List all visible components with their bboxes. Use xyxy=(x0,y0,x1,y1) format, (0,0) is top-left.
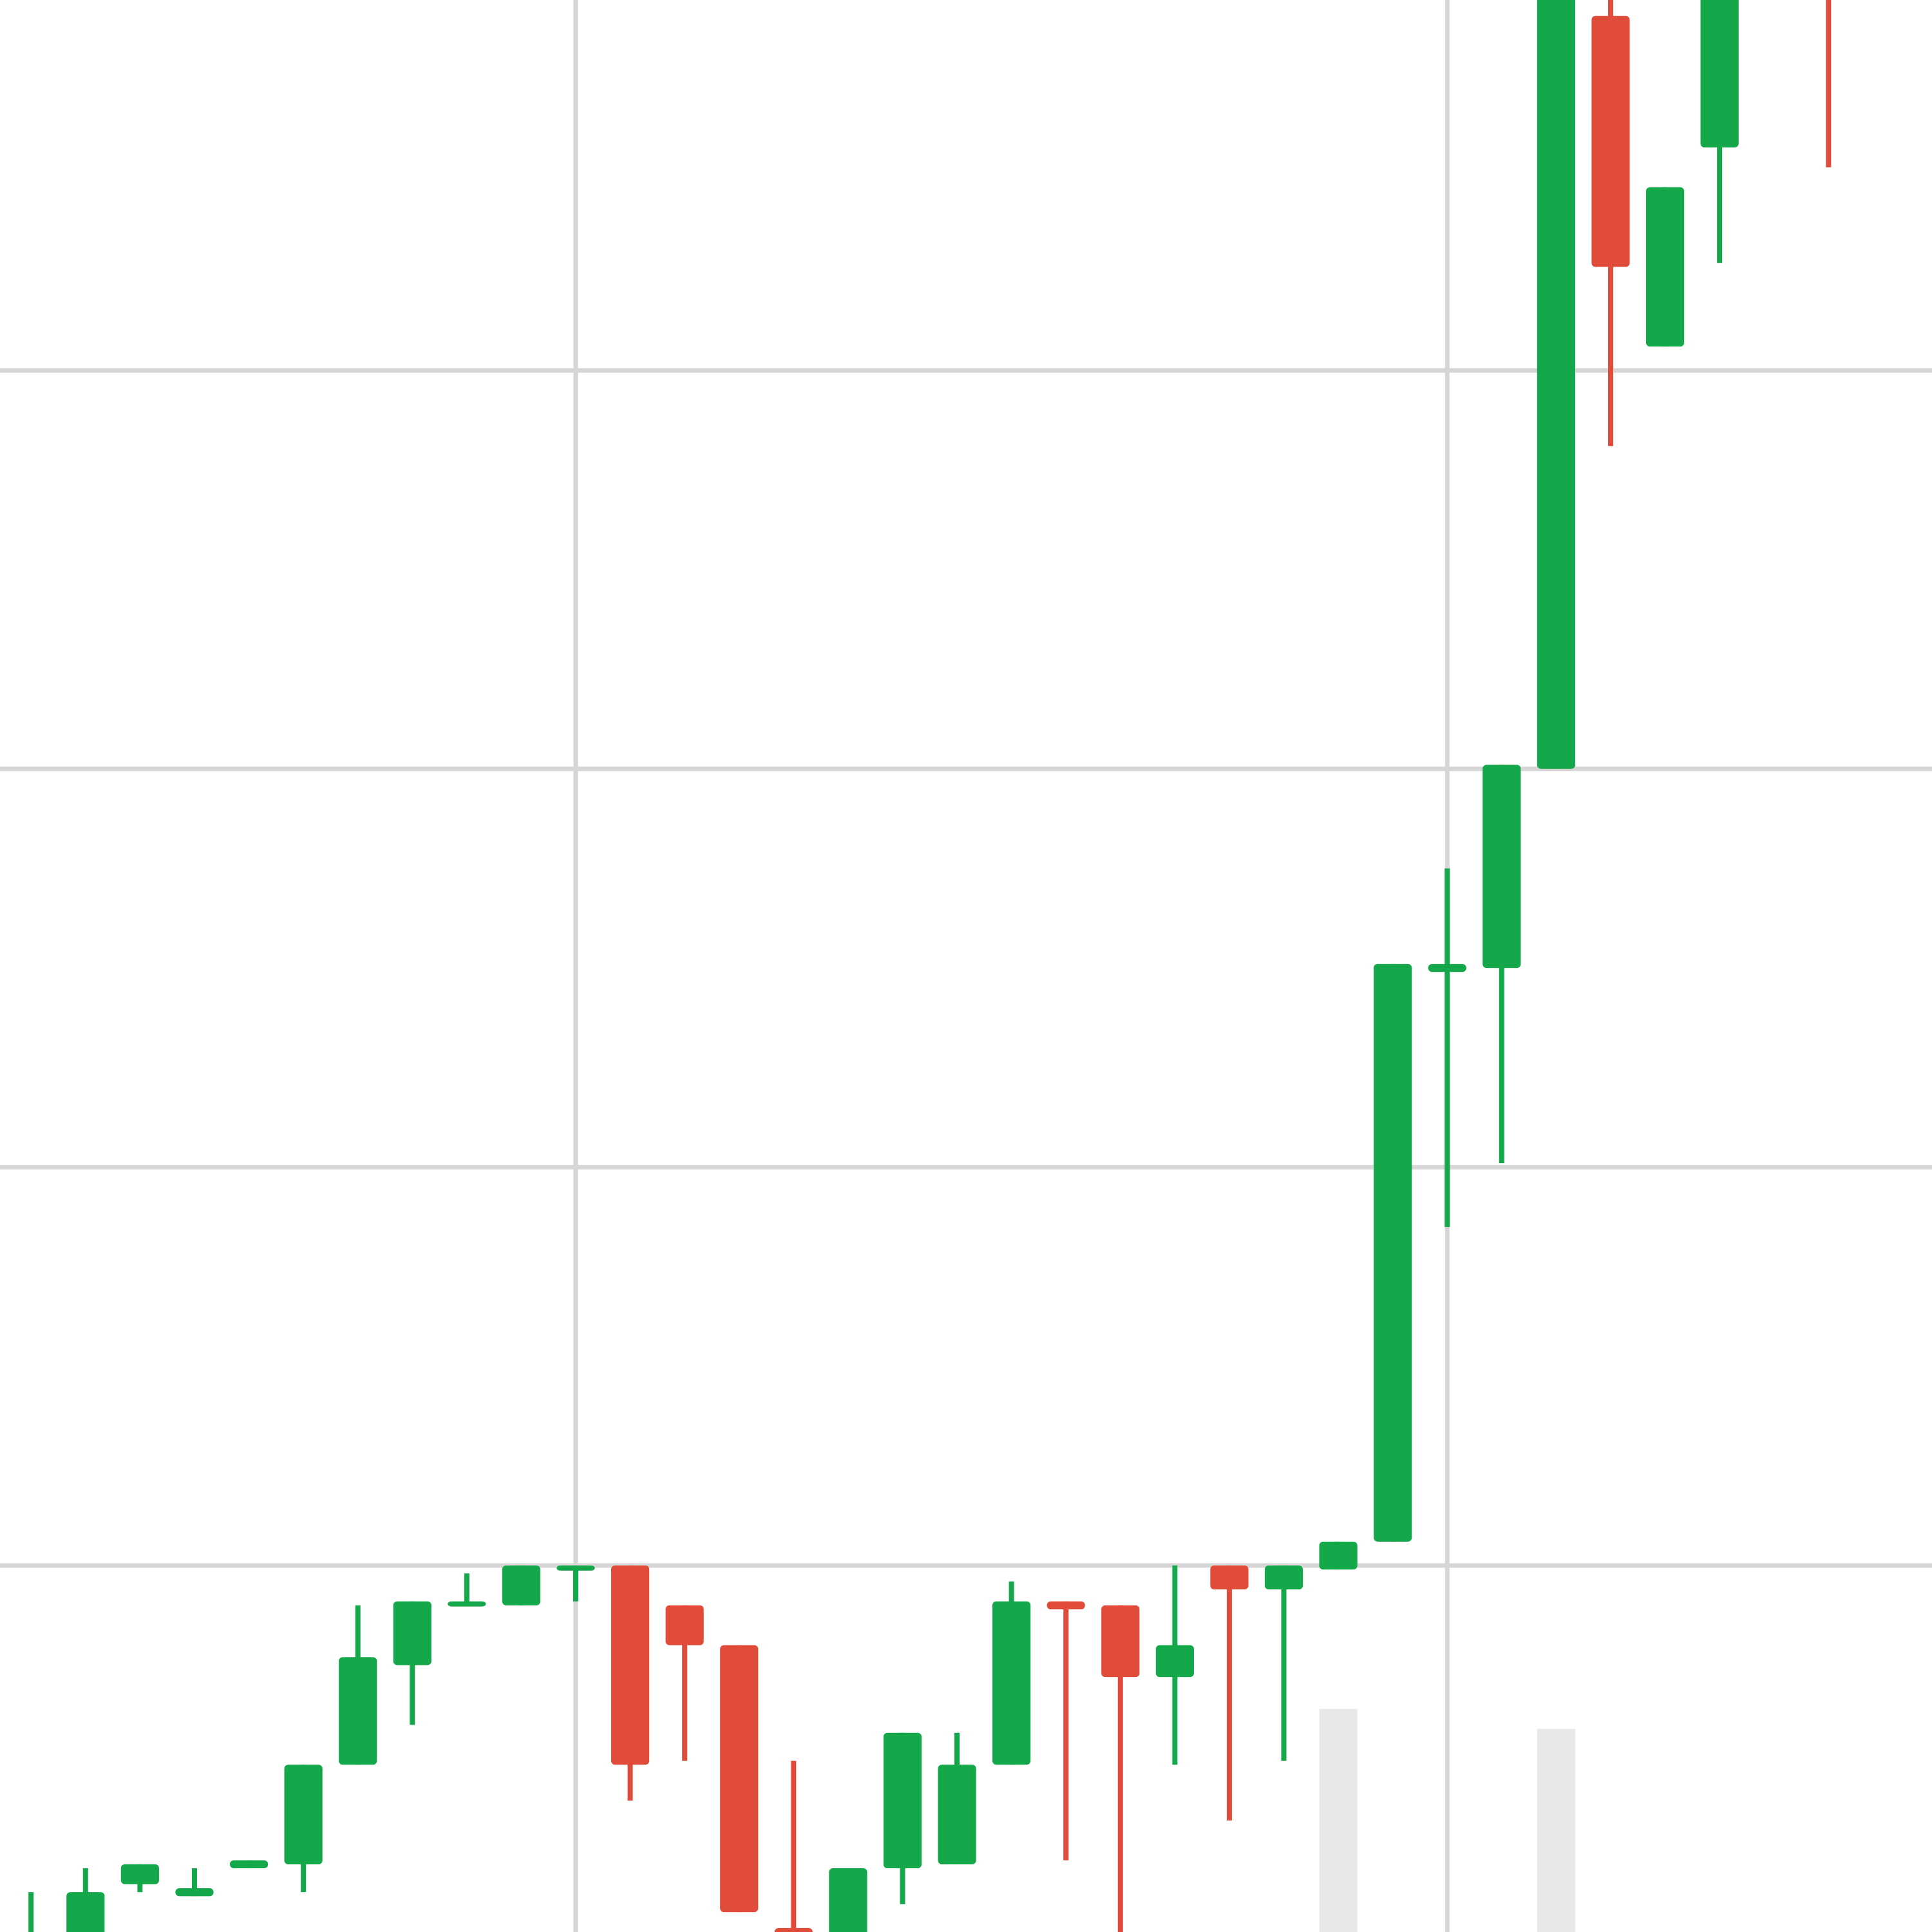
candle-body xyxy=(1591,15,1630,267)
candle-body xyxy=(1046,1601,1085,1609)
candle-body xyxy=(1645,187,1685,347)
candle-body xyxy=(1319,1541,1358,1570)
candle-body xyxy=(1374,963,1412,1542)
candle-body xyxy=(175,1888,214,1897)
candle-body xyxy=(284,1765,323,1864)
candle-body xyxy=(938,1765,976,1864)
volume-bar xyxy=(1319,1709,1358,1932)
volume-bar xyxy=(1537,1728,1576,1932)
candle-body xyxy=(611,1565,650,1765)
candle-body xyxy=(229,1860,269,1869)
candle-body xyxy=(665,1605,704,1645)
candle-body xyxy=(1264,1565,1303,1590)
candle-body xyxy=(992,1601,1031,1765)
candle-body xyxy=(1101,1605,1140,1678)
candle-body xyxy=(1155,1645,1194,1678)
candle-body xyxy=(774,1927,813,1932)
candle-body xyxy=(883,1732,922,1869)
candle-body xyxy=(339,1657,377,1765)
candle-body xyxy=(393,1601,431,1665)
candle-body xyxy=(120,1864,159,1884)
candle-body xyxy=(1482,764,1521,969)
candle-body xyxy=(1428,963,1466,972)
candle-body xyxy=(66,1892,105,1932)
candle-body xyxy=(1537,0,1576,769)
candle-body xyxy=(502,1565,541,1605)
candle-body xyxy=(1210,1565,1249,1590)
candle-body xyxy=(829,1868,867,1932)
candle-body xyxy=(1700,0,1739,147)
candle-body xyxy=(720,1645,759,1913)
candle-body xyxy=(556,1565,595,1571)
candle-body xyxy=(448,1601,486,1607)
